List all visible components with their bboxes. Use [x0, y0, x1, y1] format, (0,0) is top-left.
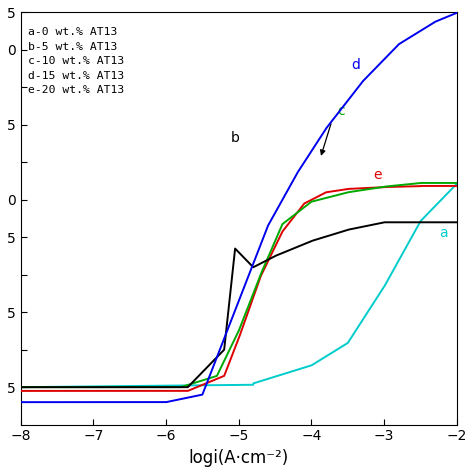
Text: b: b [231, 131, 239, 145]
Text: a-0 wt.% AT13
b-5 wt.% AT13
c-10 wt.% AT13
d-15 wt.% AT13
e-20 wt.% AT13: a-0 wt.% AT13 b-5 wt.% AT13 c-10 wt.% AT… [28, 27, 124, 95]
Text: a: a [439, 226, 447, 240]
Text: e: e [373, 168, 382, 182]
Text: c: c [337, 104, 345, 118]
X-axis label: logi(A·cm⁻²): logi(A·cm⁻²) [189, 449, 289, 467]
Text: d: d [351, 58, 360, 72]
